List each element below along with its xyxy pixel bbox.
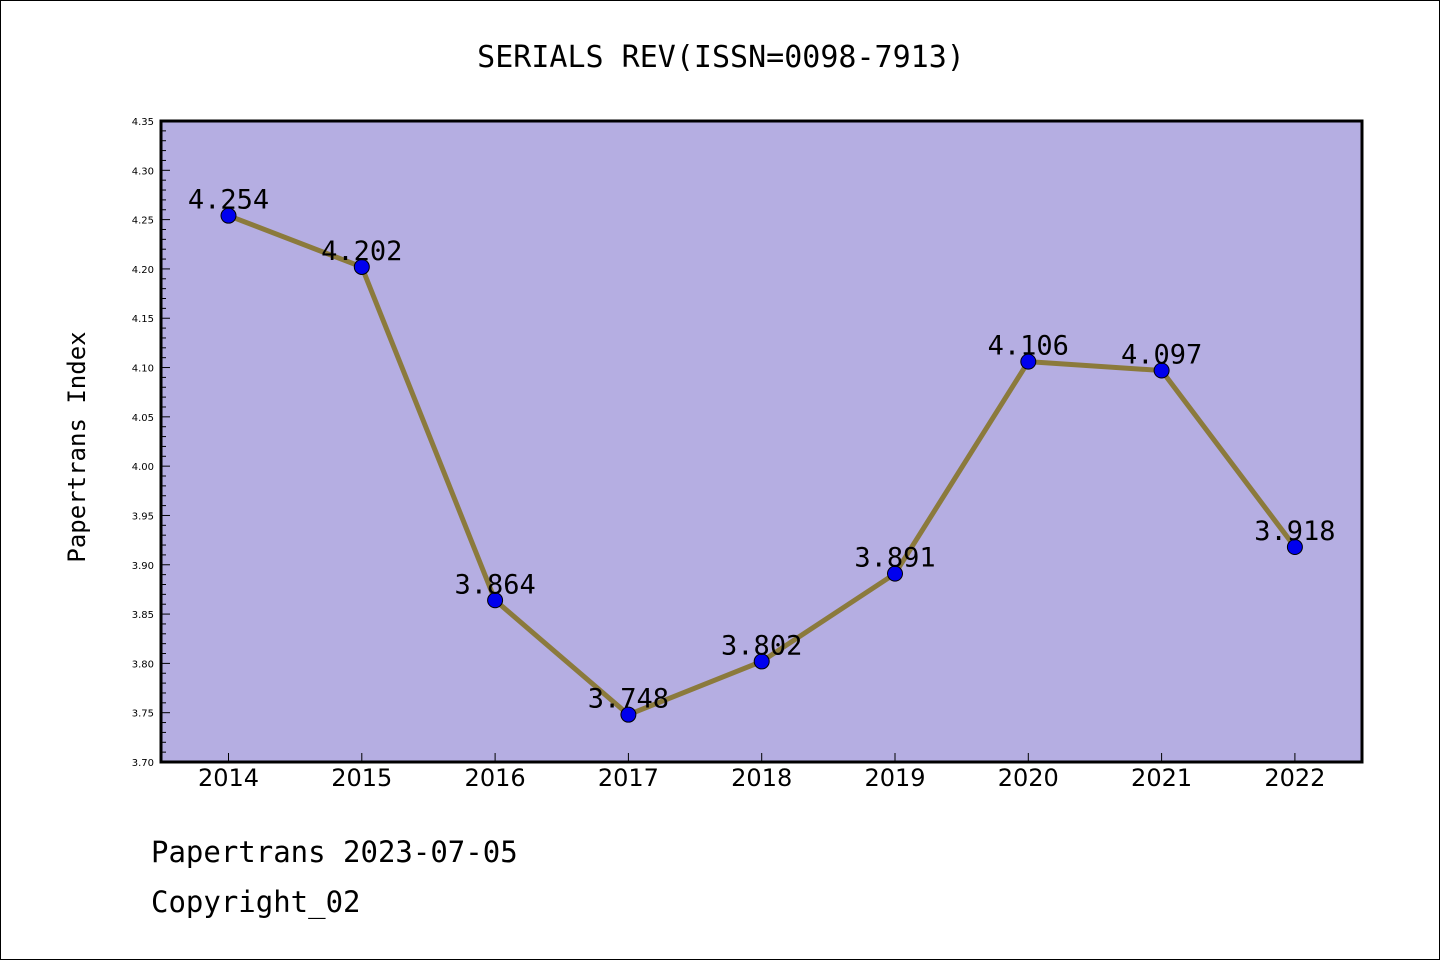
data-point (1153, 362, 1170, 379)
data-point (620, 706, 637, 723)
y-tick-label: 4.15 (132, 314, 154, 325)
y-tick-label: 4.30 (132, 166, 154, 177)
data-label: 3.802 (721, 630, 802, 661)
y-tick-label: 3.80 (132, 659, 154, 670)
y-axis-label: Papertrans Index (63, 331, 91, 562)
x-tick-label: 2019 (864, 764, 925, 792)
data-label: 4.097 (1121, 339, 1202, 370)
x-tick-label: 2018 (731, 764, 792, 792)
x-tick-label: 2022 (1264, 764, 1325, 792)
x-axis: 2014 2015 2016 2017 2018 2019 2020 2021 2022 (198, 753, 1325, 792)
footer-copyright: Copyright_02 (151, 885, 361, 919)
x-tick-label: 2021 (1131, 764, 1192, 792)
y-tick-label: 3.85 (132, 610, 154, 621)
data-label: 4.254 (188, 185, 269, 216)
y-tick-label: 4.25 (132, 216, 154, 227)
series-layer: 4.254 4.202 3.864 3.748 3.802 3.891 4.106 4.097… (188, 185, 1336, 723)
data-point (1020, 353, 1037, 370)
y-tick-label: 4.00 (132, 462, 154, 473)
data-label: 3.891 (854, 543, 935, 574)
data-label: 4.202 (321, 236, 402, 267)
data-label: 4.106 (988, 331, 1069, 362)
y-tick-label: 3.75 (132, 709, 154, 720)
data-label: 3.864 (454, 569, 535, 600)
data-point (220, 207, 237, 224)
data-point (887, 565, 903, 582)
data-label: 3.918 (1254, 516, 1335, 547)
x-tick-label: 2014 (198, 764, 259, 792)
x-tick-label: 2015 (331, 764, 392, 792)
y-axis: 3.70 3.75 3.80 3.85 3.90 3.95 4.00 4.05 4.10 4.15… (132, 117, 170, 769)
y-tick-label: 4.10 (132, 364, 154, 375)
y-tick-label: 4.05 (132, 413, 154, 424)
data-point (753, 653, 770, 670)
data-point (353, 258, 370, 275)
x-tick-label: 2016 (465, 764, 526, 792)
y-tick-label: 3.70 (132, 758, 154, 769)
y-tick-label: 3.95 (132, 511, 154, 522)
data-point (1286, 539, 1303, 556)
chart-title: SERIALS REV(ISSN=0098-7913) (477, 40, 965, 75)
y-tick-label: 4.35 (132, 117, 154, 128)
y-tick-label: 4.20 (132, 265, 154, 276)
footer-date: Papertrans 2023-07-05 (151, 835, 518, 869)
x-tick-label: 2020 (998, 764, 1059, 792)
data-label: 3.748 (588, 684, 669, 715)
y-tick-label: 3.90 (132, 561, 154, 572)
x-tick-label: 2017 (598, 764, 659, 792)
data-point (487, 592, 504, 609)
